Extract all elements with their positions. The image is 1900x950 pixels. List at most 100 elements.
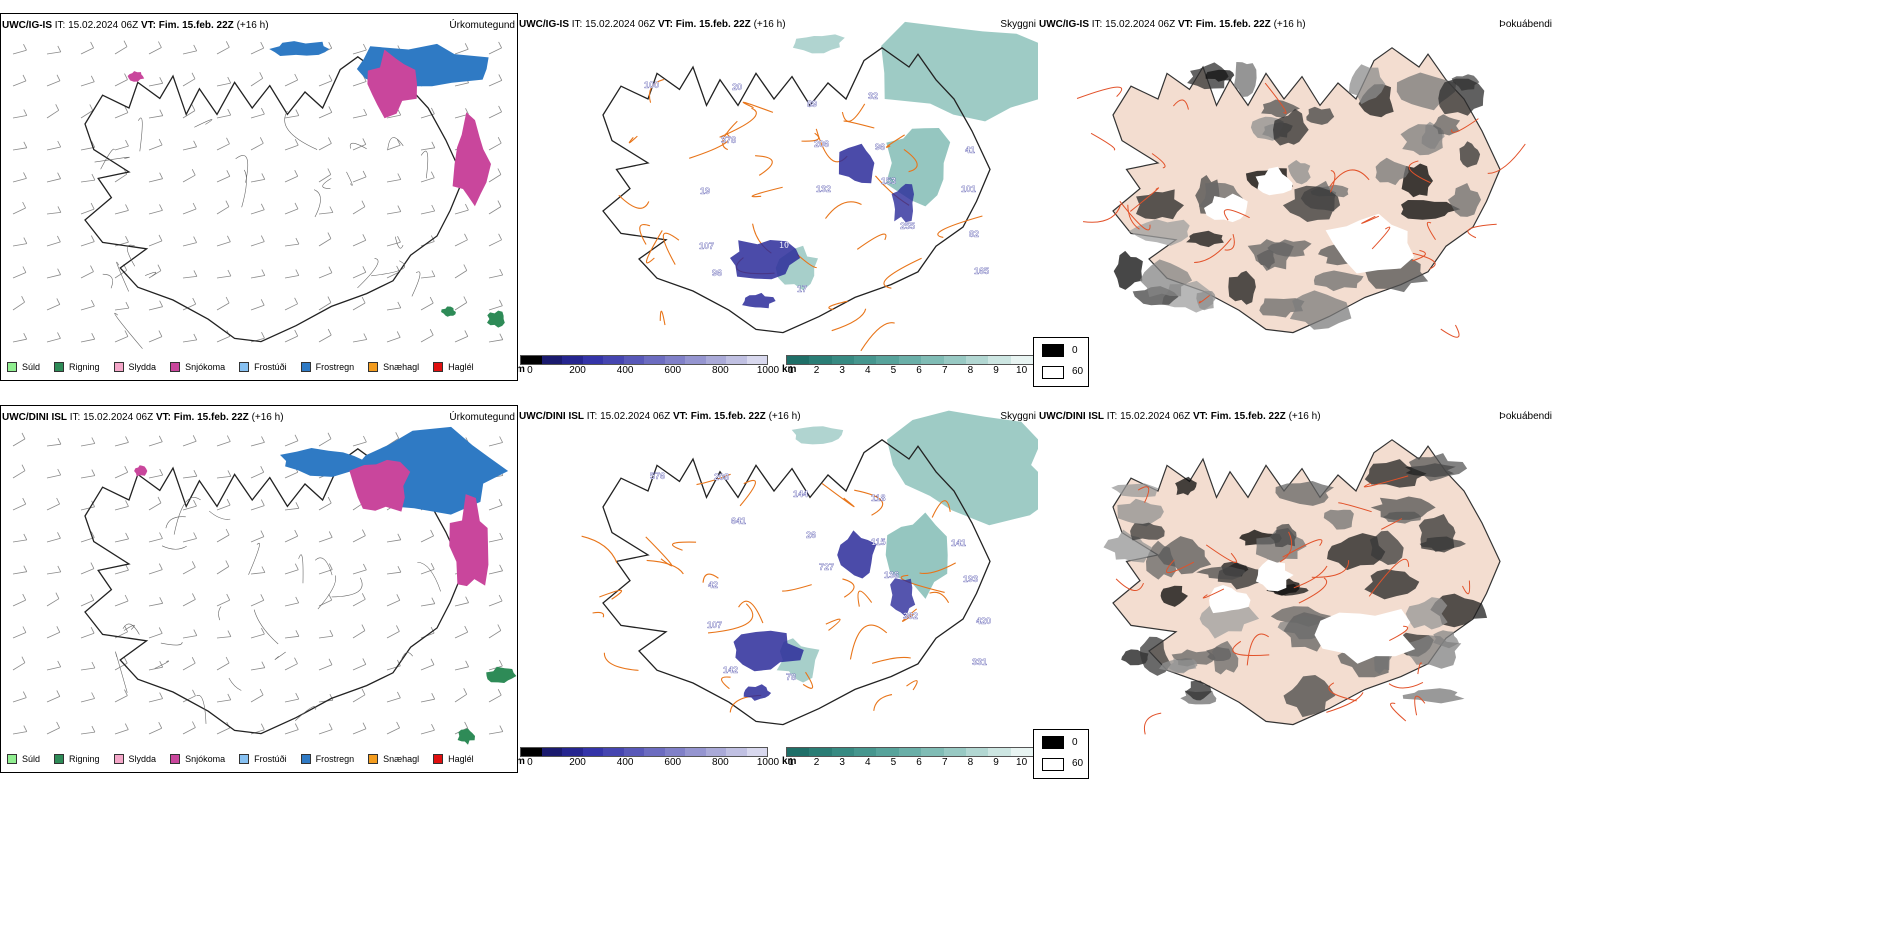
cloudbase-value-label: 132 — [816, 184, 831, 194]
wind-barb — [148, 210, 163, 215]
terrain-contour — [165, 516, 186, 529]
wind-barb-flag — [361, 688, 366, 695]
wind-barb — [216, 275, 231, 279]
colorbar-tick-label: 400 — [616, 757, 634, 768]
colorbar-tick-label: 1 — [788, 365, 794, 376]
colorbar-tick-label: 10 — [1016, 757, 1028, 768]
wind-barb — [488, 239, 502, 247]
colorbar-cell — [726, 748, 747, 756]
wind-barb — [182, 505, 197, 511]
fog-legend-low: 0 — [1072, 345, 1078, 356]
wind-barb-flag — [465, 108, 469, 115]
legend-item: Slydda — [113, 754, 156, 764]
wind-barb-flag — [397, 205, 402, 212]
legend-label: Snæhagl — [383, 362, 420, 372]
colorbar-ticks: 0 200 400 600 800 1000 — [520, 757, 779, 769]
fog-index-patch — [1205, 69, 1235, 82]
colorbar-tick-label: 9 — [993, 757, 999, 768]
road-line — [1364, 475, 1409, 488]
wind-barb — [420, 603, 435, 607]
road-line — [1137, 486, 1150, 503]
colorbar-cells — [520, 747, 768, 757]
colorbar-ticks: 0 200 400 600 800 1000 — [520, 365, 779, 377]
legend-item: Haglél — [433, 754, 474, 764]
wind-barb-flag — [497, 168, 502, 175]
fog-index-patch — [1306, 106, 1335, 125]
wind-barb-flag — [431, 141, 436, 148]
wind-barb-flag — [56, 497, 60, 505]
precip-map-row1 — [12, 40, 505, 349]
legend-item: Snjókoma — [170, 754, 225, 764]
wind-barb-flag — [57, 140, 62, 148]
wind-barb — [216, 662, 230, 671]
wind-barb-flag — [499, 564, 503, 571]
wind-barb-flag — [328, 74, 333, 81]
cloudbase-value-label: 20 — [732, 82, 742, 92]
wind-barb-flag — [497, 624, 502, 631]
terrain-contour — [298, 554, 304, 584]
colorbar-cell — [965, 748, 989, 756]
wind-barb — [114, 662, 128, 671]
wind-barb — [250, 442, 265, 447]
wind-barb-flag — [294, 297, 298, 304]
wind-barb — [46, 212, 61, 215]
legend-swatch — [239, 362, 250, 372]
wind-barb-flag — [431, 597, 436, 604]
wind-barb — [284, 729, 299, 735]
wind-barb — [182, 566, 196, 575]
wind-barb — [46, 338, 61, 343]
wind-barb — [80, 110, 94, 119]
cloudbase-colorbar-row2: 0 200 400 600 800 1000 m — [518, 747, 779, 769]
wind-barb — [352, 239, 366, 247]
road-line — [1082, 204, 1122, 223]
glacier-area — [1209, 585, 1251, 614]
wind-barb-flag — [397, 236, 401, 243]
cloudbase-value-label: 576 — [650, 471, 665, 481]
wind-barb — [114, 336, 129, 343]
wind-barb-flag — [158, 41, 162, 48]
wind-barb-flag — [193, 236, 197, 243]
wind-barb — [148, 47, 162, 55]
wind-barb — [46, 51, 61, 55]
wind-barb — [12, 49, 27, 55]
wind-barb-flag — [430, 626, 435, 634]
wind-barb-flag — [159, 532, 163, 539]
wind-barb — [182, 50, 197, 55]
road-line — [659, 310, 666, 326]
fog-legend-swatch-low — [1042, 344, 1064, 357]
wind-barb — [250, 142, 264, 151]
wind-barb-flag — [90, 265, 94, 272]
wind-barb — [148, 666, 163, 671]
wind-barb — [148, 240, 163, 247]
wind-barb — [216, 636, 231, 639]
terrain-contour — [331, 577, 363, 598]
freezing-rain-area — [280, 448, 369, 477]
wind-barb-flag — [294, 657, 298, 664]
wind-barb — [284, 440, 299, 447]
wind-barb — [114, 442, 129, 447]
wind-barb — [284, 602, 299, 607]
wind-barb-flag — [225, 528, 230, 536]
low-visibility-area — [886, 410, 1038, 526]
wind-barb — [46, 727, 60, 735]
wind-barb-flag — [22, 266, 27, 273]
wind-barb-flag — [159, 468, 164, 476]
wind-barb — [318, 334, 332, 343]
wind-barb-flag — [125, 204, 129, 211]
legend-swatch — [113, 362, 124, 372]
road-line — [796, 253, 817, 269]
wind-barb-flag — [158, 435, 163, 442]
colorbar-cell — [603, 748, 624, 756]
wind-barb-flag — [56, 721, 60, 729]
cloudbase-value-label: 82 — [969, 229, 979, 239]
colorbar-tick-label: 7 — [941, 757, 948, 768]
wind-barb-flag — [191, 104, 196, 111]
wind-barb-flag — [227, 76, 232, 84]
wind-barb — [216, 727, 230, 735]
wind-barb — [488, 731, 503, 735]
road-line — [1172, 99, 1189, 110]
wind-barb — [216, 46, 230, 55]
colorbar-tick-label: 2 — [813, 757, 820, 768]
cloudbase-value-label: 165 — [974, 266, 989, 276]
wind-barb-flag — [21, 464, 26, 471]
